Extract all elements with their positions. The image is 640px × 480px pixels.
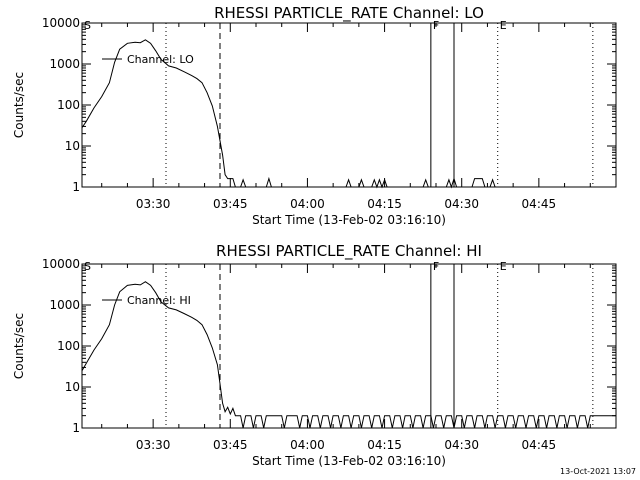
x-tick-label: 04:15 (367, 438, 402, 452)
y-tick-label: 10 (65, 139, 80, 153)
footer-timestamp: 13-Oct-2021 13:07 (560, 467, 636, 476)
series-line (81, 281, 616, 429)
event-marker-label: S (84, 260, 91, 273)
legend-label: Channel: LO (127, 53, 194, 66)
x-tick-label: 04:45 (522, 197, 557, 211)
x-axis-label: Start Time (13-Feb-02 03:16:10) (252, 213, 446, 227)
x-tick-label: 03:30 (136, 197, 171, 211)
y-tick-label: 1000 (49, 298, 80, 312)
y-tick-label: 1000 (49, 57, 80, 71)
panel-hi: RHESSI PARTICLE_RATE Channel: HI 1 10 100 10… (12, 242, 617, 468)
x-tick-label: 04:45 (522, 438, 557, 452)
y-tick-label: 1 (72, 180, 80, 194)
y-tick-label: 10000 (42, 16, 80, 30)
y-tick-label: 10 (65, 380, 80, 394)
panel-lo: RHESSI PARTICLE_RATE Channel: LO 1 10 100 10… (12, 4, 617, 227)
x-tick-label: 04:00 (290, 438, 325, 452)
event-marker-label: F (433, 260, 439, 273)
x-tick-label: 04:15 (367, 197, 402, 211)
event-marker-label: F (433, 19, 439, 32)
x-tick-label: 04:30 (444, 438, 479, 452)
event-marker-label: S (84, 19, 91, 32)
chart-title: RHESSI PARTICLE_RATE Channel: HI (216, 242, 482, 261)
chart-title: RHESSI PARTICLE_RATE Channel: LO (214, 4, 484, 23)
legend-label: Channel: HI (127, 294, 191, 307)
y-tick-label: 100 (57, 98, 80, 112)
x-tick-label: 04:00 (290, 197, 325, 211)
x-tick-label: 03:45 (213, 197, 248, 211)
x-tick-label: 03:30 (136, 438, 171, 452)
event-marker-label: E (500, 19, 507, 32)
x-axis-label: Start Time (13-Feb-02 03:16:10) (252, 454, 446, 468)
x-tick-label: 03:45 (213, 438, 248, 452)
y-axis-label: Counts/sec (12, 313, 26, 379)
y-tick-label: 100 (57, 339, 80, 353)
y-tick-label: 1 (72, 421, 80, 435)
y-axis-label: Counts/sec (12, 72, 26, 138)
plot-frame (81, 263, 617, 429)
series-line (81, 39, 616, 189)
x-tick-label: 04:30 (444, 197, 479, 211)
event-marker-label: E (500, 260, 507, 273)
y-tick-label: 10000 (42, 257, 80, 271)
plot-frame (81, 22, 617, 188)
